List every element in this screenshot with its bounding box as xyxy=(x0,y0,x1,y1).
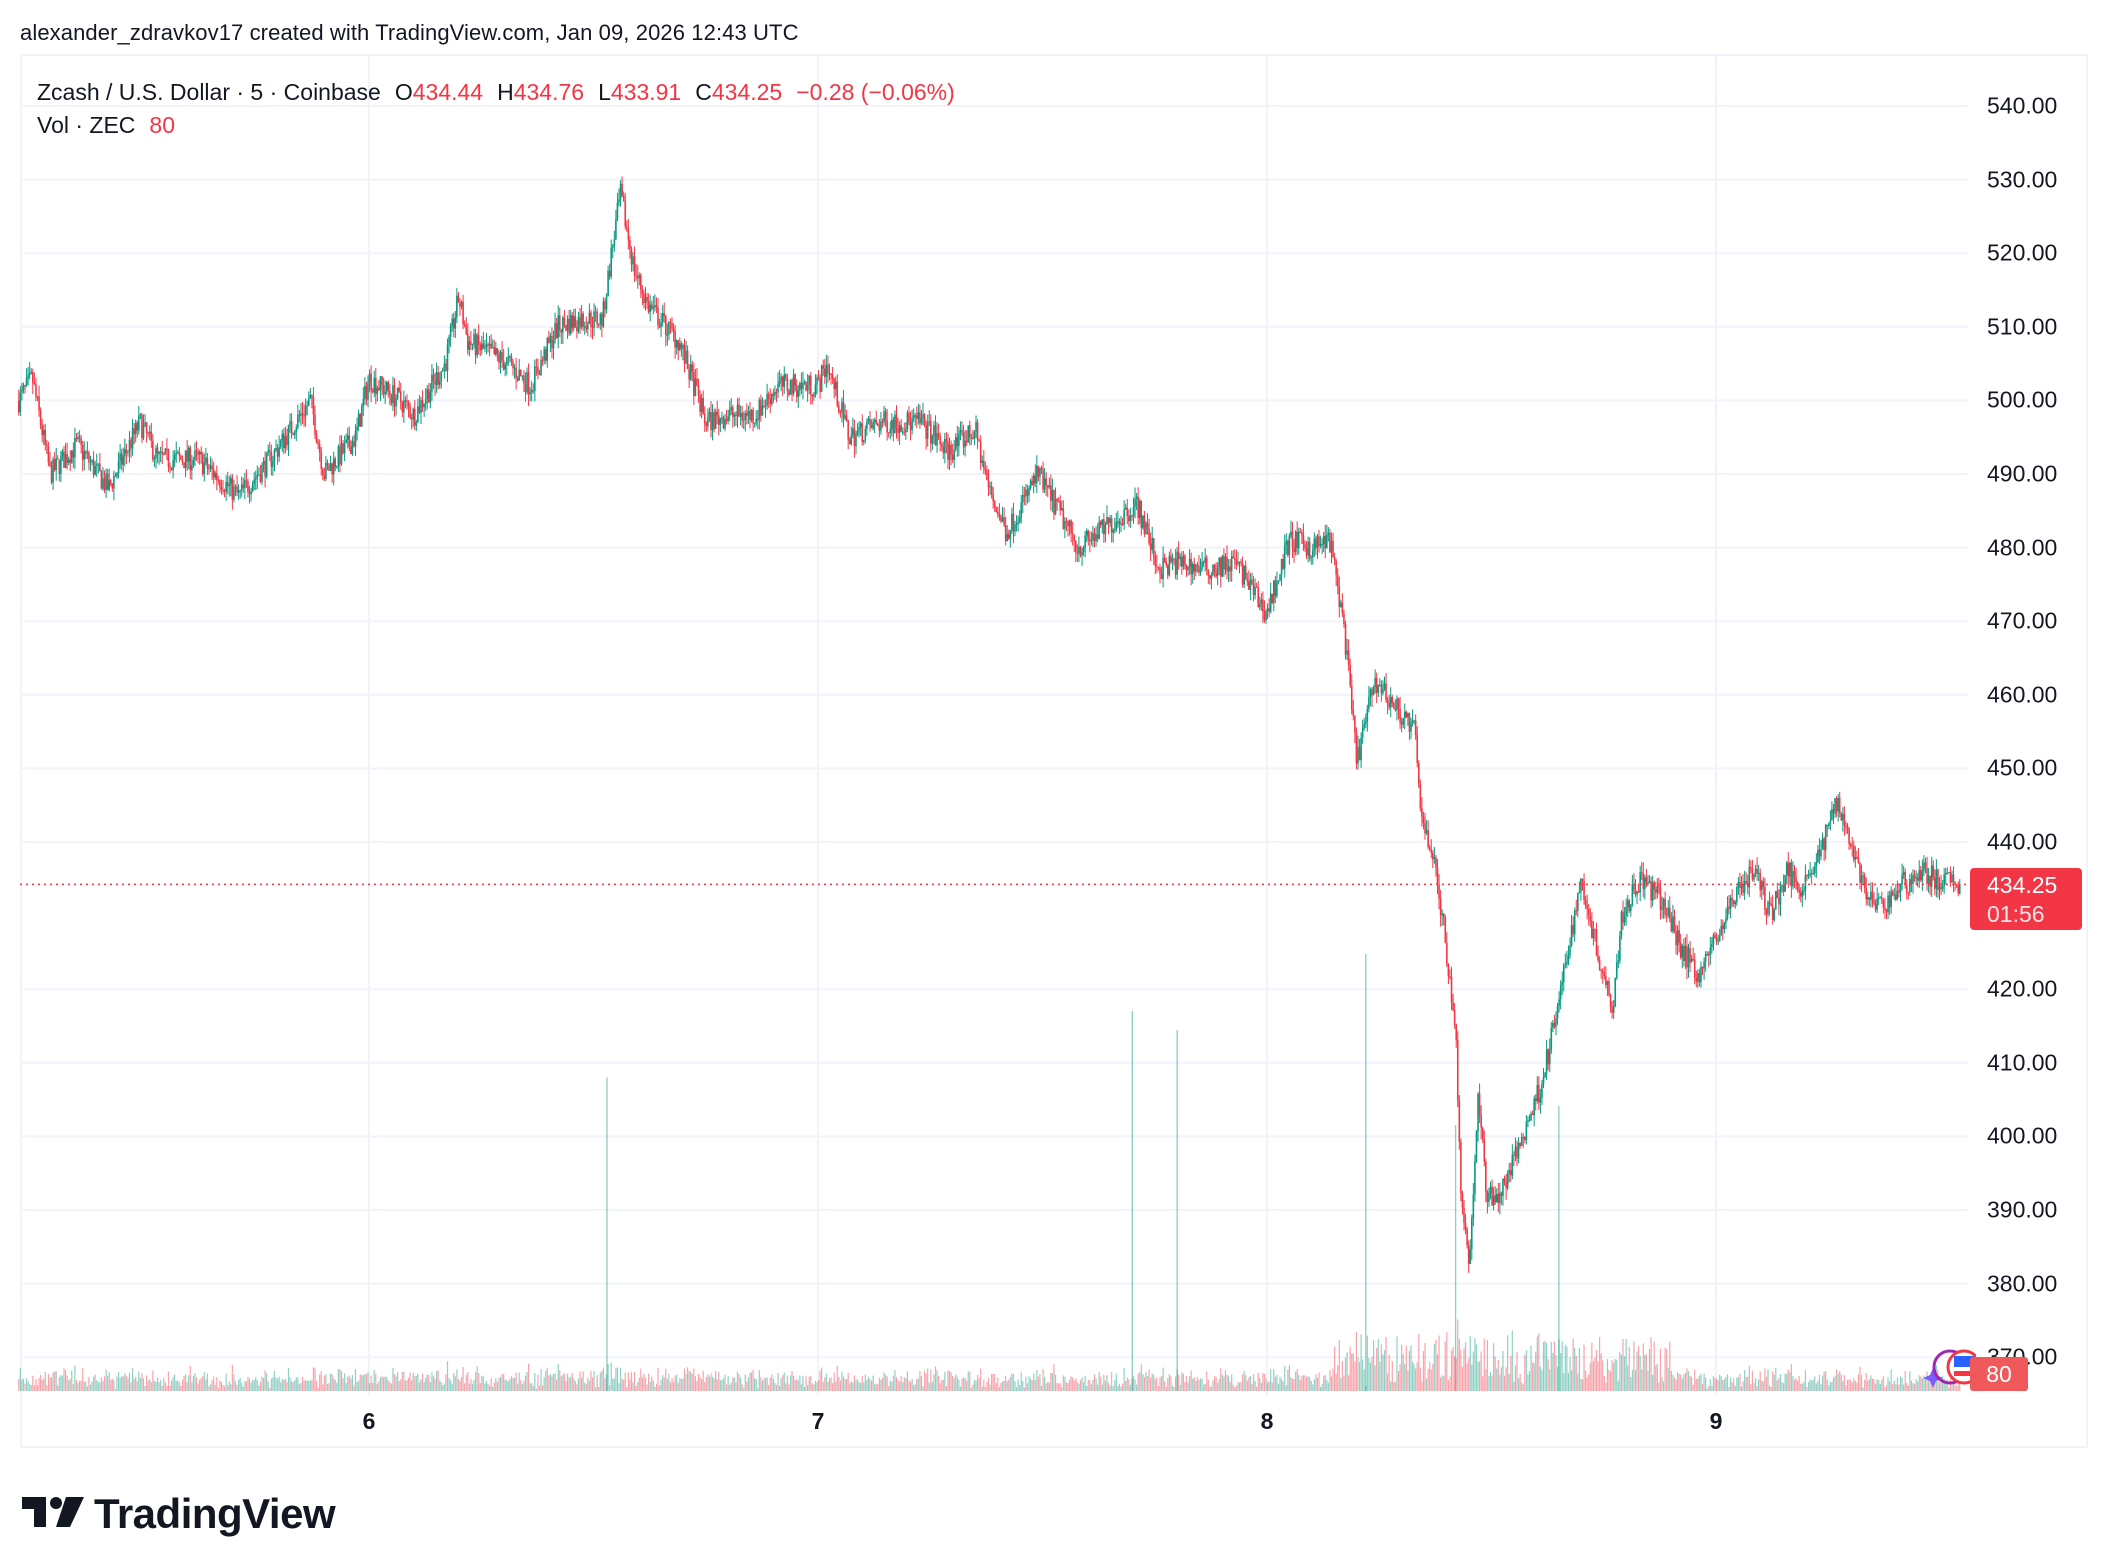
volume-label[interactable]: Vol · ZEC xyxy=(37,112,136,138)
time-axis-label: 6 xyxy=(362,1408,376,1434)
close-value: 434.25 xyxy=(711,79,783,105)
time-axis-label: 8 xyxy=(1260,1408,1274,1434)
price-axis-label: 500.00 xyxy=(1987,386,2058,413)
symbol-title[interactable]: Zcash / U.S. Dollar · 5 · Coinbase xyxy=(37,79,381,105)
price-axis-label: 520.00 xyxy=(1987,239,2058,266)
high-label: H xyxy=(497,79,514,105)
price-axis-label: 540.00 xyxy=(1987,92,2058,119)
price-axis-label: 510.00 xyxy=(1987,313,2058,340)
open-value: 434.44 xyxy=(412,79,484,105)
chart-panel[interactable] xyxy=(20,54,2088,1448)
price-axis-label: 410.00 xyxy=(1987,1049,2058,1076)
change-value: −0.28 (−0.06%) xyxy=(796,79,955,105)
price-axis-label: 470.00 xyxy=(1987,607,2058,634)
bar-countdown: 01:56 xyxy=(1987,901,2045,927)
price-axis-label: 480.00 xyxy=(1987,534,2058,561)
low-label: L xyxy=(598,79,611,105)
tradingview-logo-icon xyxy=(22,1497,84,1527)
time-axis-label: 9 xyxy=(1709,1408,1723,1434)
price-axis-label: 530.00 xyxy=(1987,166,2058,193)
time-axis-label: 7 xyxy=(811,1408,825,1434)
close-label: C xyxy=(695,79,712,105)
gridlines xyxy=(20,56,1968,1395)
low-value: 433.91 xyxy=(610,79,682,105)
last-volume-tag: 80 xyxy=(1970,1357,2028,1391)
events-flag-icon[interactable] xyxy=(1920,1345,1976,1389)
last-price-tag: 434.25 01:56 xyxy=(1970,868,2082,930)
chart-credit: alexander_zdravkov17 created with Tradin… xyxy=(20,20,799,45)
chart-legend: Zcash / U.S. Dollar · 5 · Coinbase O 434.… xyxy=(37,76,955,142)
sparkle-icon xyxy=(1923,1368,1943,1388)
price-axis-label: 380.00 xyxy=(1987,1270,2058,1297)
price-axis-label: 440.00 xyxy=(1987,828,2058,855)
price-axis-label: 400.00 xyxy=(1987,1122,2058,1149)
high-value: 434.76 xyxy=(513,79,585,105)
price-axis-label: 490.00 xyxy=(1987,460,2058,487)
volume-bars xyxy=(18,954,1961,1391)
tradingview-wordmark: TradingView xyxy=(94,1490,336,1537)
candlesticks xyxy=(17,176,1961,1273)
ohlc-row: Zcash / U.S. Dollar · 5 · Coinbase O 434.… xyxy=(37,76,955,109)
price-axis-label: 390.00 xyxy=(1987,1196,2058,1223)
last-price-value: 434.25 xyxy=(1987,872,2058,898)
open-label: O xyxy=(394,79,413,105)
volume-value: 80 xyxy=(149,112,176,138)
tradingview-logo[interactable]: TradingView xyxy=(22,1490,336,1538)
volume-row: Vol · ZEC 80 xyxy=(37,109,955,142)
price-axis-label: 450.00 xyxy=(1987,754,2058,781)
price-axis-label: 460.00 xyxy=(1987,681,2058,708)
price-axis-label: 420.00 xyxy=(1987,975,2058,1002)
